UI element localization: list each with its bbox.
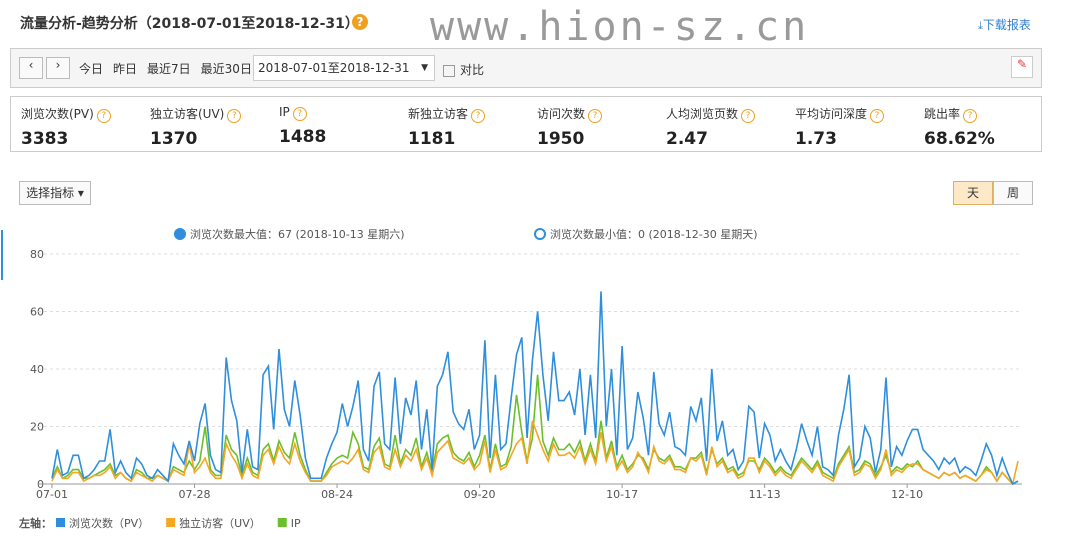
watermark: www.hion-sz.cn: [430, 4, 810, 50]
y-tick-label: 40: [30, 363, 44, 376]
x-tick-label: 12-10: [891, 488, 923, 501]
download-link[interactable]: ⤓下载报表: [978, 18, 1031, 32]
annotation-marker: [534, 228, 546, 240]
metric-label-row: 新独立访客?: [408, 105, 538, 123]
metric: 浏览次数(PV)? 3383: [21, 97, 151, 149]
annotation: 浏览次数最小值：0 (2018-12-30 星期天): [550, 227, 758, 241]
select-metric[interactable]: 选择指标 ▾: [19, 181, 91, 205]
help-icon: ?: [471, 109, 486, 123]
quick-range-button[interactable]: 最近7日: [147, 62, 191, 76]
metric-label-row: 浏览次数(PV)?: [21, 105, 151, 123]
page-title: 流量分析-趋势分析（2018-07-01至2018-12-31）: [20, 16, 359, 32]
series-line: [51, 374, 1019, 486]
legend-label: 浏览次数（PV）: [69, 516, 149, 530]
help-icon: ?: [741, 109, 756, 123]
metric: 访问次数? 1950: [537, 97, 667, 149]
y-tick-label: 20: [30, 421, 44, 434]
metric-label-row: 访问次数?: [537, 105, 667, 123]
quick-range-button[interactable]: 昨日: [113, 62, 138, 76]
y-tick-label: 80: [30, 248, 44, 261]
metric: 独立访客(UV)? 1370: [150, 97, 280, 149]
metric-value: 1950: [537, 129, 585, 149]
legend-swatch: [277, 518, 287, 527]
metric-label-row: 跳出率?: [924, 105, 1054, 123]
day-button[interactable]: 天: [953, 181, 993, 205]
legend-prefix: 左轴：: [18, 516, 52, 530]
x-tick-label: 07-01: [36, 488, 68, 501]
help-icon[interactable]: ?: [352, 14, 368, 30]
download-text[interactable]: 下载报表: [982, 18, 1031, 32]
help-icon: ?: [96, 109, 111, 123]
metric-label: 独立访客(UV): [150, 107, 225, 121]
metric-value: 1370: [150, 129, 198, 149]
quick-range: 今日 昨日 最近7日 最近30日: [79, 60, 262, 77]
x-tick-label: 09-20: [464, 488, 496, 501]
x-tick-label: 11-13: [749, 488, 781, 501]
x-tick-label: 07-28: [179, 488, 211, 501]
help-icon: ?: [227, 109, 242, 123]
prev-button[interactable]: ‹: [19, 57, 43, 79]
quick-range-button[interactable]: 最近30日: [200, 62, 252, 76]
quick-range-button[interactable]: 今日: [79, 62, 104, 76]
metric-label-row: 人均浏览页数?: [666, 105, 796, 123]
metrics-panel: 浏览次数(PV)? 3383 独立访客(UV)? 1370 IP? 1488 新独立访客? 1…: [10, 96, 1042, 152]
metric-label: IP: [279, 105, 290, 119]
legend-swatch: [166, 518, 176, 527]
metric: IP? 1488: [279, 97, 409, 147]
metric-label-row: 独立访客(UV)?: [150, 105, 280, 123]
metric-value: 68.62%: [924, 129, 995, 149]
help-icon: ?: [588, 109, 603, 123]
metric-label-row: 平均访问深度?: [795, 105, 925, 123]
metric: 人均浏览页数? 2.47: [666, 97, 796, 149]
annotation-marker: [174, 228, 186, 240]
metric: 平均访问深度? 1.73: [795, 97, 925, 149]
annotation: 浏览次数最大值：67 (2018-10-13 星期六): [190, 227, 405, 241]
series-line: [51, 291, 1019, 486]
legend-label: IP: [291, 517, 301, 530]
metric: 新独立访客? 1181: [408, 97, 538, 149]
metric-label: 访问次数: [537, 107, 586, 121]
x-tick-label: 08-24: [321, 488, 353, 501]
compare[interactable]: 对比: [443, 61, 484, 78]
legend-swatch: [56, 518, 65, 527]
week-button[interactable]: 周: [993, 181, 1033, 205]
help-icon: ?: [870, 109, 885, 123]
toolbar: ‹ › 今日 昨日 最近7日 最近30日 2018-07-01至2018-12-31 ▼…: [10, 48, 1042, 88]
select-metric-text[interactable]: 选择指标: [26, 186, 75, 200]
pin-button[interactable]: ✎: [1011, 56, 1033, 78]
compare-label[interactable]: 对比: [460, 63, 485, 77]
y-tick-label: 60: [30, 306, 44, 319]
metric-value: 2.47: [666, 129, 708, 149]
metric-label: 浏览次数(PV): [21, 107, 94, 121]
date-range-text[interactable]: 2018-07-01至2018-12-31: [258, 61, 410, 75]
help-icon: ?: [292, 107, 307, 121]
metric-label: 跳出率: [924, 107, 961, 121]
series-line: [51, 420, 1019, 486]
next-button[interactable]: ›: [46, 57, 70, 79]
metric-label: 平均访问深度: [795, 107, 868, 121]
help-icon: ?: [963, 109, 978, 123]
metric-value: 3383: [21, 129, 69, 149]
metric-label: 新独立访客: [408, 107, 469, 121]
metric-label: 人均浏览页数: [666, 107, 739, 121]
metric-value: 1181: [408, 129, 456, 149]
chart: 02040608007-0107-2808-2409-2010-1711-131…: [1, 227, 1022, 530]
metric: 跳出率? 68.62%: [924, 97, 1054, 149]
metric-value: 1488: [279, 127, 327, 147]
legend-label: 独立访客（UV）: [179, 516, 261, 530]
x-tick-label: 10-17: [606, 488, 638, 501]
metric-label-row: IP?: [279, 105, 409, 121]
date-range[interactable]: 2018-07-01至2018-12-31 ▼: [253, 55, 435, 81]
metric-value: 1.73: [795, 129, 837, 149]
